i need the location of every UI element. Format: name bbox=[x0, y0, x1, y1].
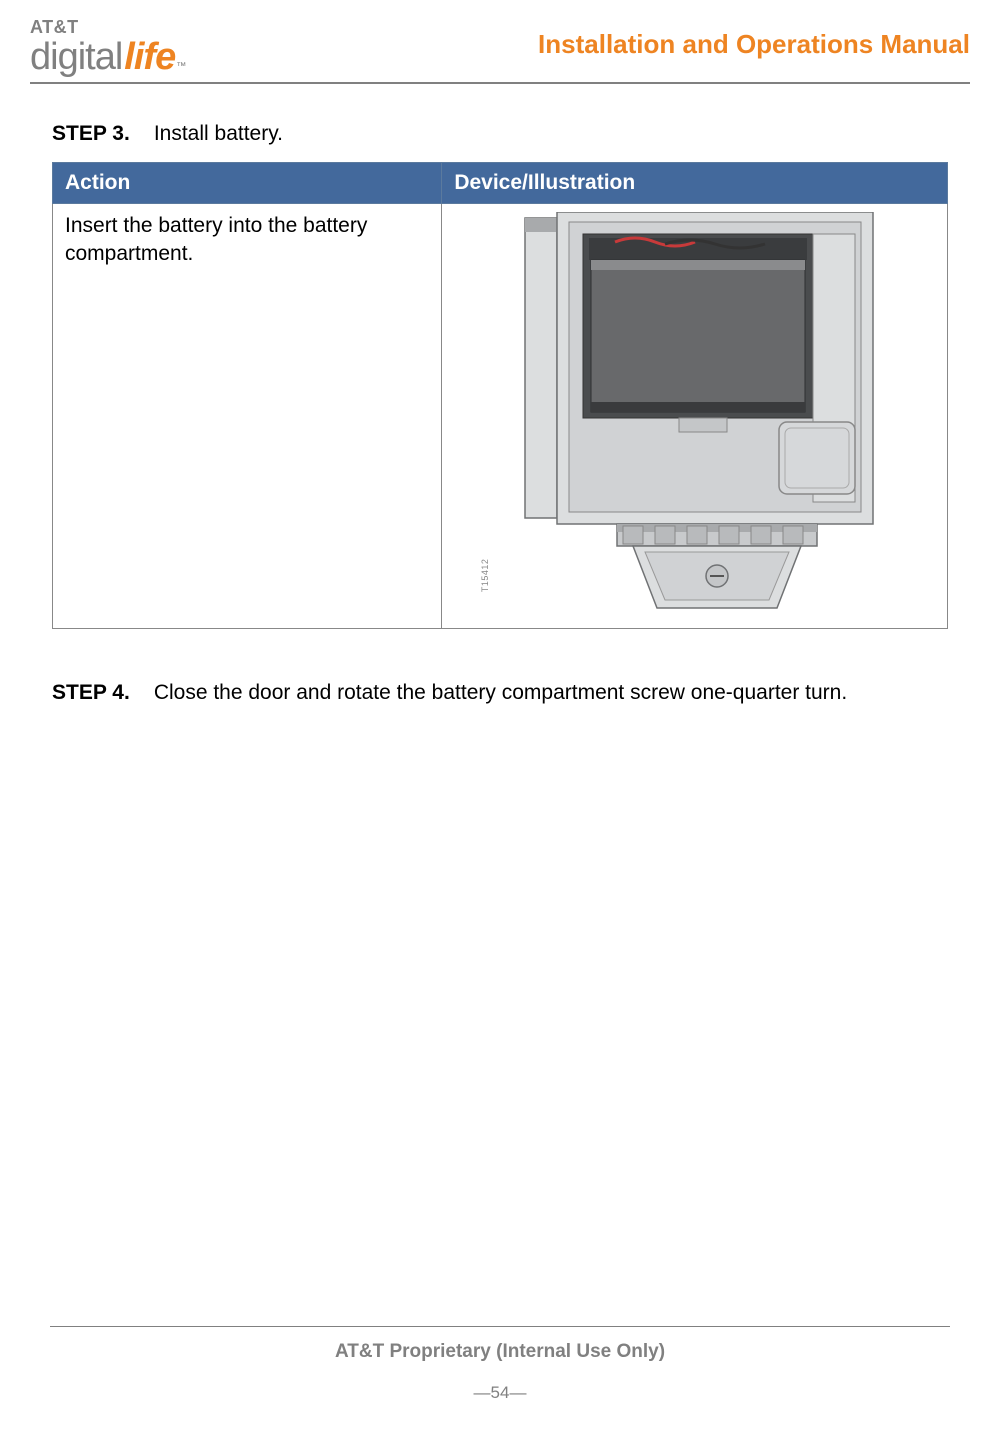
action-cell: Insert the battery into the battery comp… bbox=[53, 204, 442, 629]
step4-heading: STEP 4. Close the door and rotate the bat… bbox=[52, 681, 948, 705]
page-footer: AT&T Proprietary (Internal Use Only) —54… bbox=[50, 1326, 950, 1403]
illustration-cell: T15412 bbox=[442, 204, 948, 629]
device-illustration bbox=[505, 212, 885, 612]
page-number: —54— bbox=[50, 1383, 950, 1403]
table-header-action: Action bbox=[53, 163, 442, 204]
logo: AT&T digital life ™ bbox=[30, 18, 186, 76]
action-table: Action Device/Illustration Insert the ba… bbox=[52, 162, 948, 629]
logo-brand-left: digital bbox=[30, 38, 122, 76]
logo-brand-right: life bbox=[124, 38, 175, 76]
manual-title: Installation and Operations Manual bbox=[538, 29, 970, 60]
step3-label: STEP 3. bbox=[52, 122, 130, 145]
footer-divider bbox=[50, 1326, 950, 1327]
page-header: AT&T digital life ™ Installation and Ope… bbox=[30, 18, 970, 82]
table-row: Insert the battery into the battery comp… bbox=[53, 204, 948, 629]
step4-text: Close the door and rotate the battery co… bbox=[154, 681, 847, 704]
step4-label: STEP 4. bbox=[52, 681, 130, 704]
footer-proprietary: AT&T Proprietary (Internal Use Only) bbox=[50, 1341, 950, 1363]
logo-brand-top: AT&T bbox=[30, 18, 186, 36]
content-area: STEP 3. Install battery. Action Device/Il… bbox=[30, 84, 970, 705]
figure-label: T15412 bbox=[479, 558, 491, 592]
step3-heading: STEP 3. Install battery. bbox=[52, 122, 948, 146]
table-header-illustration: Device/Illustration bbox=[442, 163, 948, 204]
step3-text: Install battery. bbox=[154, 122, 283, 145]
logo-tm: ™ bbox=[176, 62, 186, 72]
